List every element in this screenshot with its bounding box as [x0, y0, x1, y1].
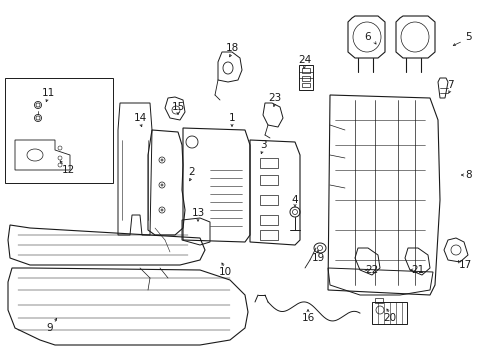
Bar — [5, 78, 113, 183]
Text: 2: 2 — [188, 167, 195, 177]
Text: 9: 9 — [46, 323, 53, 333]
Text: 14: 14 — [133, 113, 146, 123]
Text: 8: 8 — [465, 170, 471, 180]
Text: 19: 19 — [311, 253, 324, 263]
Text: 13: 13 — [191, 208, 204, 218]
Text: 24: 24 — [298, 55, 311, 65]
Bar — [302, 83, 309, 87]
Text: 5: 5 — [465, 32, 471, 42]
Text: 1: 1 — [228, 113, 235, 123]
Bar — [260, 215, 278, 225]
Text: 23: 23 — [268, 93, 281, 103]
Bar — [302, 76, 309, 81]
Bar — [260, 230, 278, 240]
Bar — [260, 158, 278, 168]
Text: 4: 4 — [291, 195, 298, 205]
Text: 12: 12 — [61, 165, 75, 175]
Text: 7: 7 — [446, 80, 452, 90]
Text: 20: 20 — [383, 313, 396, 323]
Bar — [260, 175, 278, 185]
Bar — [374, 298, 382, 303]
Bar — [371, 302, 406, 324]
Text: 22: 22 — [365, 265, 378, 275]
Text: 17: 17 — [457, 260, 470, 270]
Text: 11: 11 — [41, 88, 55, 98]
Text: 21: 21 — [410, 265, 424, 275]
Text: 6: 6 — [364, 32, 370, 42]
Text: 3: 3 — [259, 140, 266, 150]
Text: 10: 10 — [218, 267, 231, 277]
Bar — [298, 65, 312, 90]
Bar — [302, 68, 309, 73]
Text: 18: 18 — [225, 43, 238, 53]
Text: 16: 16 — [301, 313, 314, 323]
Bar — [260, 195, 278, 205]
Text: 15: 15 — [171, 102, 184, 112]
